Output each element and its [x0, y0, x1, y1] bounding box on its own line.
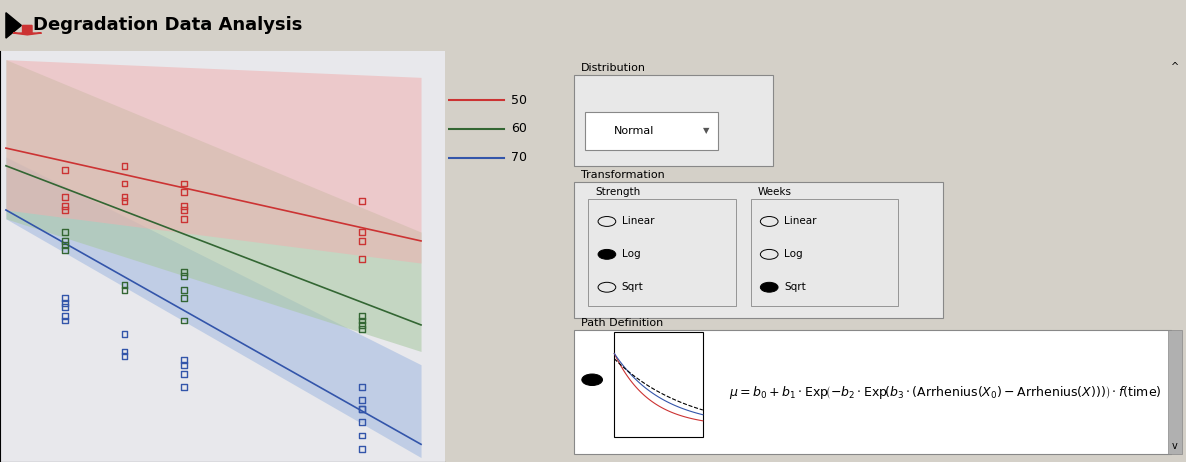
Point [174, 207, 193, 214]
Point [174, 188, 193, 196]
Point [56, 228, 75, 236]
Point [174, 295, 193, 302]
Point [56, 237, 75, 245]
Point [56, 312, 75, 320]
Point [352, 317, 371, 324]
Point [115, 352, 134, 359]
Text: 70: 70 [511, 151, 527, 164]
Point [352, 312, 371, 320]
Circle shape [582, 374, 602, 385]
Text: Weeks: Weeks [758, 187, 792, 197]
FancyBboxPatch shape [751, 199, 898, 306]
Point [56, 317, 75, 324]
Point [174, 370, 193, 377]
Point [56, 207, 75, 214]
Text: 50: 50 [511, 94, 527, 107]
Point [174, 383, 193, 390]
Point [352, 255, 371, 262]
Text: Log: Log [621, 249, 640, 259]
Point [352, 237, 371, 245]
Point [115, 348, 134, 355]
FancyBboxPatch shape [585, 113, 718, 150]
Text: Linear: Linear [784, 217, 816, 226]
Point [352, 326, 371, 333]
Point [115, 197, 134, 205]
Text: 60: 60 [511, 122, 527, 135]
Point [352, 396, 371, 404]
Text: Sqrt: Sqrt [621, 282, 644, 292]
Text: Degradation Data Analysis: Degradation Data Analysis [33, 17, 302, 34]
Point [115, 193, 134, 201]
Point [352, 197, 371, 205]
Point [56, 295, 75, 302]
FancyBboxPatch shape [574, 330, 1172, 454]
Point [174, 215, 193, 223]
Text: Linear: Linear [621, 217, 655, 226]
Point [56, 299, 75, 306]
Circle shape [598, 249, 616, 259]
Point [174, 286, 193, 293]
Polygon shape [6, 12, 21, 38]
Point [56, 246, 75, 254]
Text: ▼: ▼ [703, 127, 709, 135]
Point [174, 357, 193, 364]
Text: ^: ^ [1171, 62, 1179, 72]
FancyArrow shape [13, 25, 42, 35]
Text: Distribution: Distribution [581, 63, 646, 73]
FancyBboxPatch shape [1167, 330, 1182, 454]
Text: Path Definition: Path Definition [581, 318, 663, 328]
Point [352, 419, 371, 426]
Point [115, 281, 134, 289]
Point [115, 286, 134, 293]
Circle shape [760, 282, 778, 292]
Point [352, 228, 371, 236]
Text: v: v [1172, 441, 1178, 450]
Point [174, 317, 193, 324]
Text: Strength: Strength [595, 187, 642, 197]
Text: Transformation: Transformation [581, 170, 665, 180]
Point [115, 180, 134, 187]
Point [352, 405, 371, 413]
Point [174, 268, 193, 275]
Point [115, 162, 134, 170]
Point [56, 242, 75, 249]
FancyBboxPatch shape [588, 199, 737, 306]
Point [352, 321, 371, 328]
Point [115, 330, 134, 337]
Point [352, 383, 371, 390]
Text: Log: Log [784, 249, 803, 259]
FancyBboxPatch shape [574, 75, 773, 166]
Text: Sqrt: Sqrt [784, 282, 805, 292]
Text: Normal: Normal [614, 126, 655, 136]
Point [352, 405, 371, 413]
Point [56, 304, 75, 311]
Point [56, 202, 75, 209]
Point [174, 361, 193, 368]
Text: $\mu = b_0 + b_1 \cdot \mathrm{Exp}\!\left(-b_2 \cdot \mathrm{Exp}\!\left(b_3 \c: $\mu = b_0 + b_1 \cdot \mathrm{Exp}\!\le… [728, 383, 1161, 401]
FancyBboxPatch shape [574, 182, 943, 318]
Point [174, 180, 193, 187]
Point [56, 193, 75, 201]
Point [56, 166, 75, 174]
Point [352, 445, 371, 452]
FancyBboxPatch shape [614, 333, 703, 438]
Point [174, 202, 193, 209]
Point [174, 273, 193, 280]
Point [352, 432, 371, 439]
